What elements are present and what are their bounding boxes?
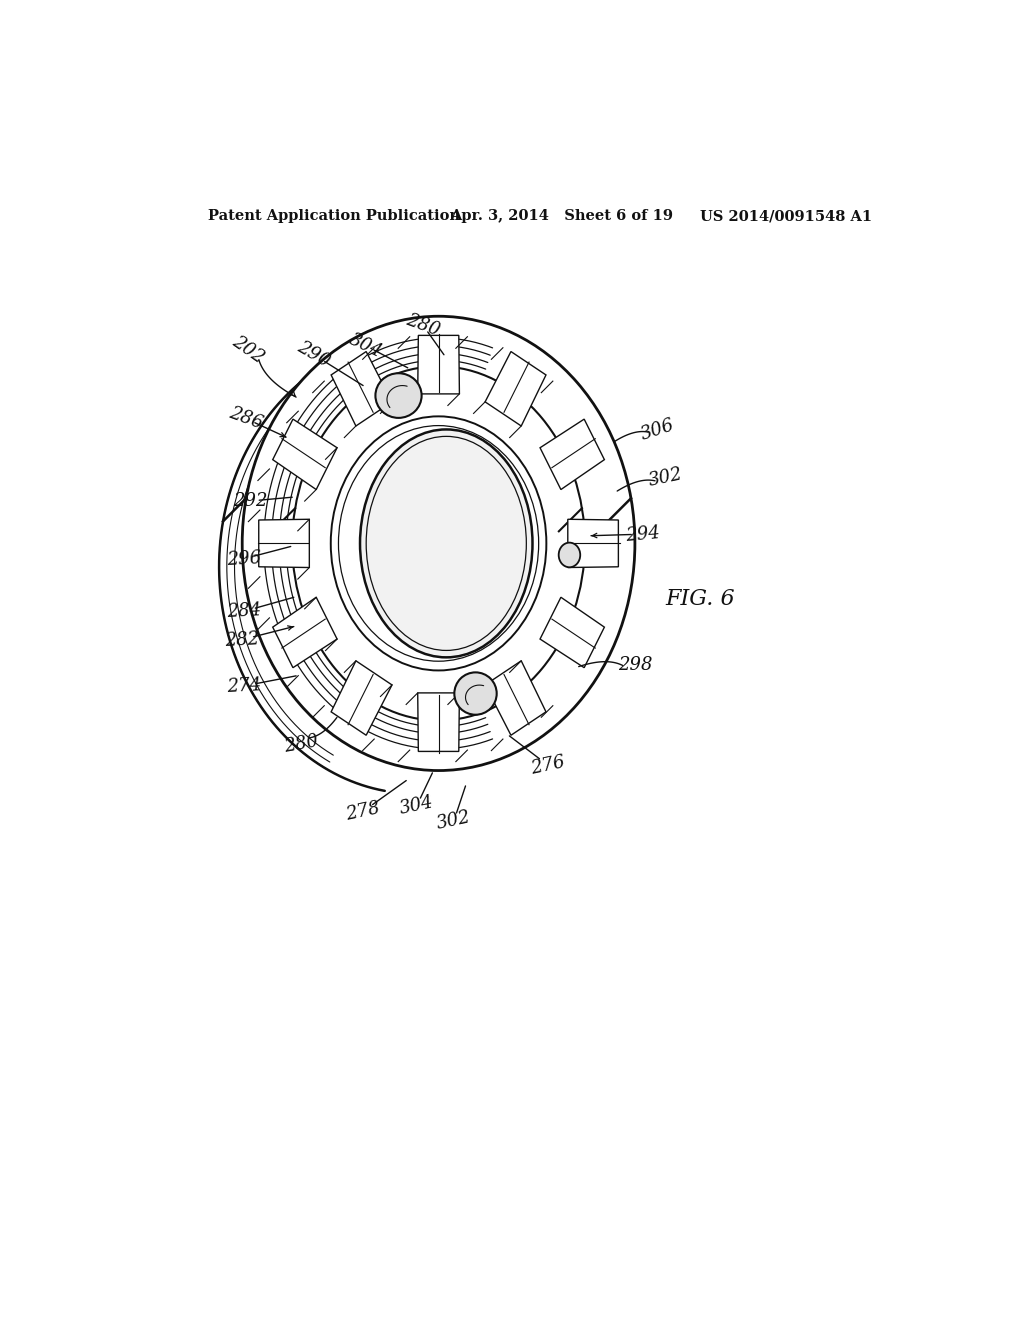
Polygon shape xyxy=(331,351,392,426)
Polygon shape xyxy=(418,693,460,751)
Polygon shape xyxy=(331,661,392,735)
Ellipse shape xyxy=(559,543,581,568)
Text: 302: 302 xyxy=(435,808,473,833)
Ellipse shape xyxy=(292,367,585,721)
Text: 274: 274 xyxy=(227,676,262,696)
Text: 278: 278 xyxy=(344,799,382,824)
Text: 296: 296 xyxy=(226,549,261,569)
Text: 286: 286 xyxy=(226,404,265,433)
Text: 202: 202 xyxy=(229,333,267,367)
Text: 302: 302 xyxy=(647,466,684,490)
Ellipse shape xyxy=(243,317,635,771)
Text: Apr. 3, 2014   Sheet 6 of 19: Apr. 3, 2014 Sheet 6 of 19 xyxy=(451,209,673,223)
Text: 304: 304 xyxy=(346,330,385,360)
Text: 280: 280 xyxy=(403,312,442,339)
Ellipse shape xyxy=(339,425,539,661)
Text: US 2014/0091548 A1: US 2014/0091548 A1 xyxy=(700,209,872,223)
Ellipse shape xyxy=(367,437,526,651)
Polygon shape xyxy=(567,519,618,568)
Text: 294: 294 xyxy=(625,524,660,545)
Polygon shape xyxy=(540,597,604,668)
Text: 280: 280 xyxy=(283,731,321,755)
Text: 304: 304 xyxy=(398,793,436,817)
Polygon shape xyxy=(272,597,337,668)
Ellipse shape xyxy=(376,374,422,418)
Polygon shape xyxy=(485,661,546,735)
Polygon shape xyxy=(418,335,460,393)
Text: 282: 282 xyxy=(224,630,260,649)
Text: 298: 298 xyxy=(617,656,652,675)
Text: 292: 292 xyxy=(232,492,267,510)
Text: 284: 284 xyxy=(227,602,262,620)
Polygon shape xyxy=(485,351,546,426)
Ellipse shape xyxy=(331,416,547,671)
Ellipse shape xyxy=(241,314,637,772)
Text: 306: 306 xyxy=(639,416,677,444)
Text: FIG. 6: FIG. 6 xyxy=(666,587,735,610)
Polygon shape xyxy=(540,420,604,490)
Ellipse shape xyxy=(455,672,497,714)
Text: 276: 276 xyxy=(529,752,566,777)
Text: 290: 290 xyxy=(294,338,333,371)
Polygon shape xyxy=(259,519,309,568)
Text: Patent Application Publication: Patent Application Publication xyxy=(208,209,460,223)
Ellipse shape xyxy=(360,429,532,657)
Polygon shape xyxy=(272,420,337,490)
